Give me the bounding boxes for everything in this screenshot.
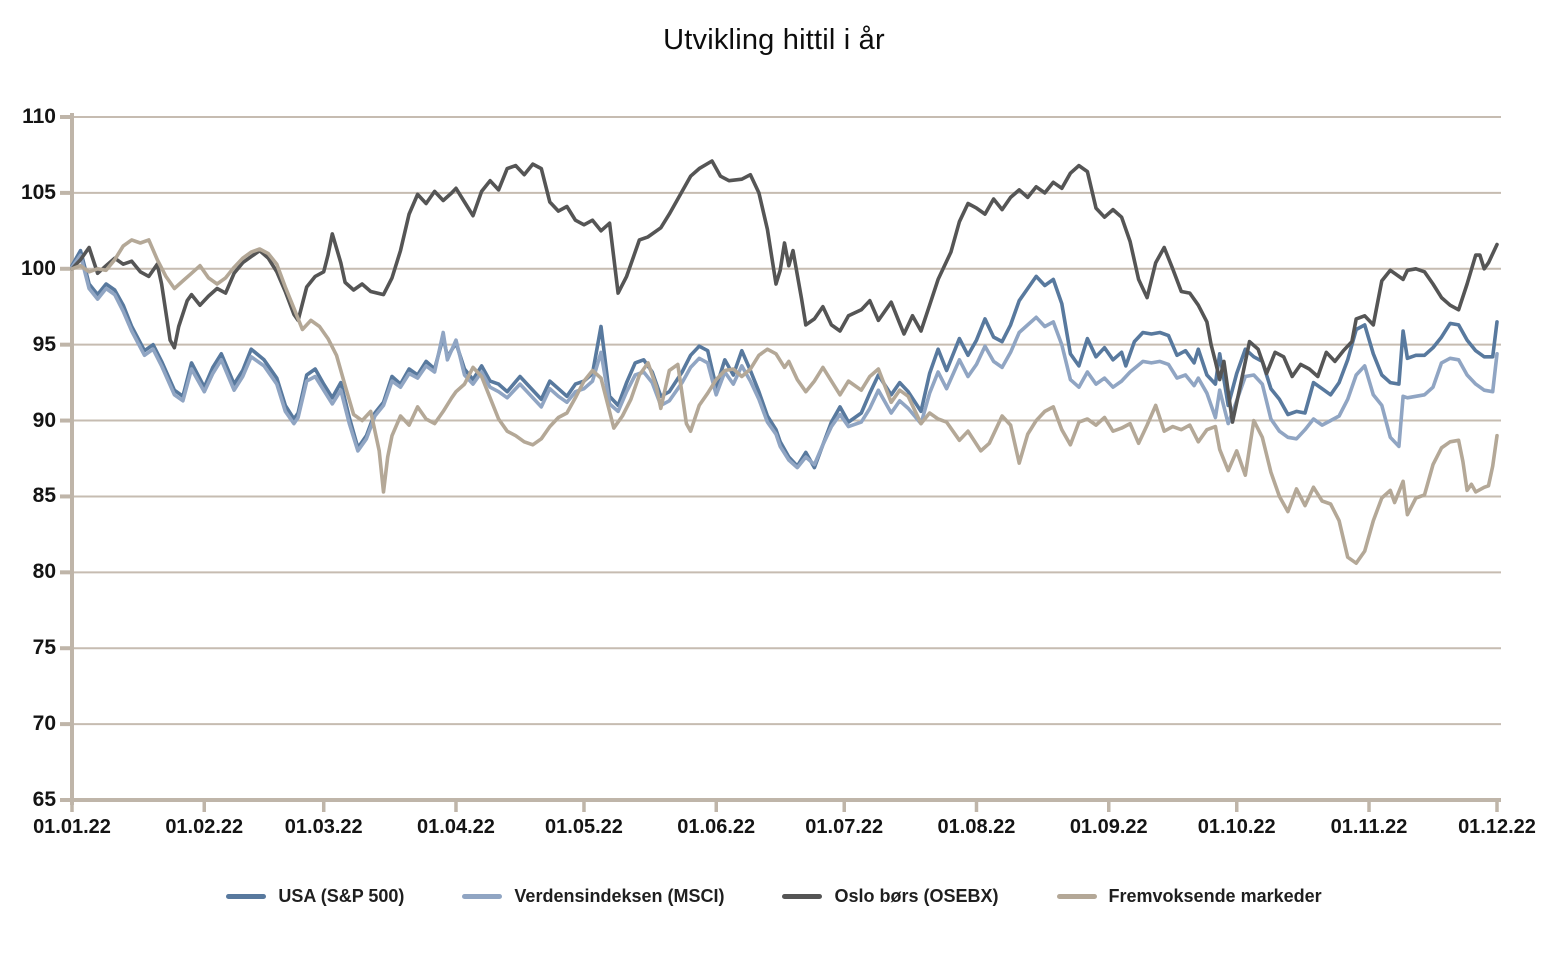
x-tick-label: 01.09.22	[1069, 816, 1148, 838]
legend-swatch	[1056, 894, 1097, 899]
y-tick-label: 105	[20, 180, 56, 204]
legend-swatch	[226, 894, 267, 899]
y-tick-label: 70	[32, 712, 56, 736]
y-tick-label: 80	[32, 560, 56, 584]
x-tick-label: 01.05.22	[545, 816, 623, 838]
legend-label: Verdensindeksen (MSCI)	[514, 886, 725, 906]
series-line	[70, 238, 1499, 566]
legend-item: USA (S&P 500)	[226, 886, 404, 907]
chart-title: Utvikling hittil i år	[663, 24, 885, 56]
y-tick-label: 95	[32, 332, 56, 356]
series-line	[70, 253, 1499, 470]
series-line	[70, 159, 1499, 424]
x-tick-label: 01.03.22	[284, 816, 363, 838]
x-tick-label: 01.10.22	[1197, 816, 1276, 838]
series-line	[70, 248, 1499, 470]
y-tick-label: 65	[32, 788, 56, 811]
y-tick-label: 100	[20, 256, 56, 280]
legend-item: Fremvoksende markeder	[1056, 886, 1322, 907]
x-tick-label: 01.02.22	[165, 816, 244, 838]
legend: USA (S&P 500) Verdensindeksen (MSCI) Oslo …	[0, 886, 1548, 907]
x-tick-label: 01.06.22	[677, 816, 756, 838]
y-tick-label: 85	[32, 484, 56, 508]
legend-item: Oslo børs (OSEBX)	[782, 886, 999, 907]
legend-swatch	[782, 894, 823, 899]
x-tick-label: 01.12.22	[1458, 816, 1536, 838]
legend-label: USA (S&P 500)	[278, 886, 405, 906]
y-tick-label: 75	[32, 636, 56, 660]
x-tick-label: 01.01.22	[33, 816, 111, 838]
y-tick-label: 90	[32, 408, 56, 432]
y-tick-label: 110	[22, 105, 56, 128]
legend-label: Oslo børs (OSEBX)	[834, 886, 999, 906]
legend-item: Verdensindeksen (MSCI)	[462, 886, 724, 907]
x-tick-label: 01.04.22	[417, 816, 495, 838]
legend-label: Fremvoksende markeder	[1108, 886, 1322, 906]
x-tick-label: 01.11.22	[1330, 816, 1408, 838]
legend-swatch	[462, 894, 503, 899]
x-tick-label: 01.08.22	[937, 816, 1016, 838]
x-tick-label: 01.07.22	[805, 816, 884, 838]
